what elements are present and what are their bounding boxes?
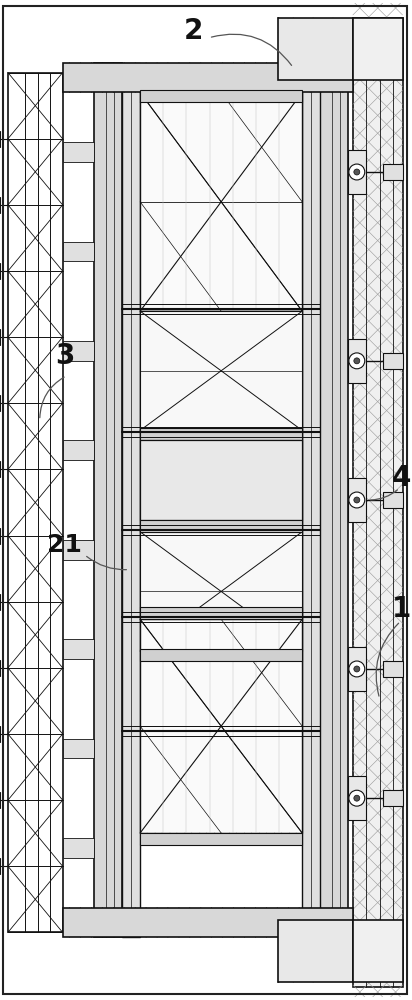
Circle shape	[349, 492, 365, 508]
Circle shape	[354, 795, 360, 801]
Bar	[63, 908, 353, 937]
Bar	[140, 428, 302, 440]
Bar	[205, 445, 229, 475]
Bar	[63, 142, 94, 162]
Bar	[383, 353, 403, 369]
Bar	[353, 18, 403, 80]
Bar	[63, 341, 94, 361]
Bar	[348, 776, 366, 820]
Bar	[63, 242, 94, 261]
Bar	[122, 63, 140, 937]
Bar	[265, 445, 288, 475]
Circle shape	[354, 666, 360, 672]
Bar	[63, 440, 94, 460]
Circle shape	[349, 353, 365, 369]
Bar	[140, 532, 302, 651]
Bar	[8, 73, 63, 932]
Bar	[140, 619, 302, 833]
Bar	[234, 445, 258, 475]
Text: 2: 2	[184, 17, 204, 45]
Bar	[94, 63, 122, 937]
Circle shape	[349, 790, 365, 806]
Bar	[353, 920, 403, 982]
Text: 4: 4	[392, 464, 411, 492]
Bar	[278, 18, 353, 80]
Bar	[383, 661, 403, 677]
Bar	[140, 440, 302, 520]
Bar	[140, 649, 302, 661]
Bar	[348, 647, 366, 691]
Bar	[140, 833, 302, 845]
Bar	[294, 445, 318, 475]
Bar	[348, 339, 366, 383]
Circle shape	[354, 358, 360, 364]
Bar	[63, 838, 94, 858]
Bar	[353, 18, 403, 987]
Bar	[140, 92, 302, 311]
Bar	[320, 63, 348, 937]
Circle shape	[349, 661, 365, 677]
Bar	[140, 607, 302, 619]
Bar	[383, 790, 403, 806]
Bar	[302, 63, 320, 937]
Bar	[63, 739, 94, 758]
Bar	[140, 90, 302, 102]
Bar	[278, 920, 353, 982]
Bar	[348, 478, 366, 522]
Text: 1: 1	[392, 595, 411, 623]
Text: 21: 21	[47, 533, 82, 557]
Bar	[140, 311, 302, 619]
Bar	[63, 540, 94, 560]
Text: 3: 3	[55, 342, 74, 370]
Bar	[140, 520, 302, 532]
Circle shape	[349, 164, 365, 180]
Bar	[145, 445, 169, 475]
Bar	[175, 445, 199, 475]
Bar	[63, 639, 94, 659]
Circle shape	[354, 497, 360, 503]
Circle shape	[354, 169, 360, 175]
Bar	[383, 164, 403, 180]
Bar	[383, 492, 403, 508]
Bar	[348, 150, 366, 194]
Bar	[140, 311, 302, 430]
Bar	[63, 63, 353, 92]
